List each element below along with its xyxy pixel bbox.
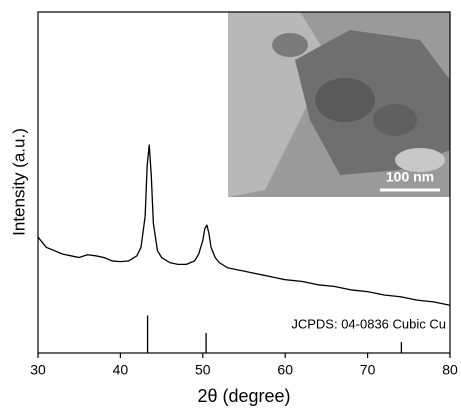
x-axis-title: 2θ (degree) [197,386,290,406]
x-tick-label: 70 [360,362,376,378]
inset-particle [272,33,308,57]
inset-image: 100 nm [228,12,450,197]
x-tick-label: 80 [442,362,458,378]
x-tick-label: 60 [277,362,293,378]
scale-label: 100 nm [386,169,434,185]
reference-label: JCPDS: 04-0836 Cubic Cu [291,316,446,331]
y-axis-title: Intensity (a.u.) [9,128,28,236]
inset-particle [315,78,375,122]
x-tick-label: 50 [195,362,211,378]
x-tick-label: 30 [30,362,46,378]
inset-particle [373,104,417,136]
data-line [37,144,451,306]
inset-region [395,148,445,172]
plot-frame [37,11,451,354]
x-tick-label: 40 [113,362,129,378]
